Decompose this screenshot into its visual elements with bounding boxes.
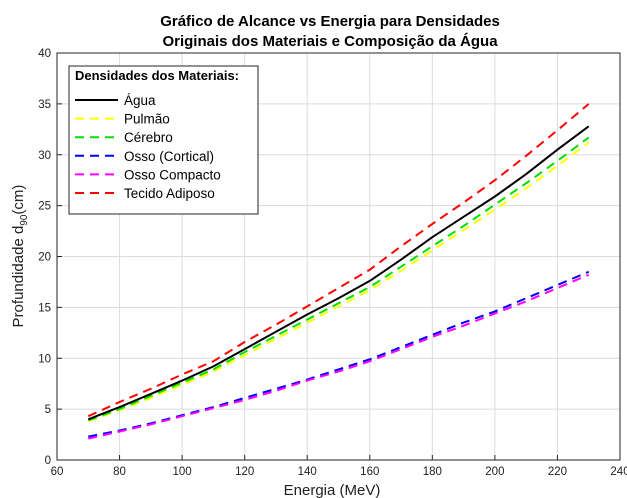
- series-line: [87, 103, 590, 418]
- y-tick-label: 10: [38, 353, 51, 365]
- y-tick-label: 25: [38, 201, 51, 213]
- chart-title-line-2: Originais dos Materiais e Composição da …: [162, 33, 498, 50]
- x-tick-label: 60: [51, 466, 64, 478]
- series-line: [88, 273, 590, 440]
- legend-box: [68, 65, 259, 215]
- x-tick-label: 240: [610, 466, 627, 478]
- x-tick-label: 180: [423, 466, 442, 478]
- legend-label: Cérebro: [124, 130, 173, 145]
- x-axis-label: Energia (MeV): [284, 482, 381, 498]
- legend-title: Densidades dos Materiais:: [75, 68, 239, 83]
- series-line: [87, 125, 590, 421]
- x-tick-label: 100: [173, 466, 192, 478]
- y-axis-label: Profundidade d90(cm): [10, 185, 30, 328]
- legend: Densidades dos Materiais: Água Pulmão Cére…: [68, 65, 259, 215]
- legend-label: Osso (Cortical): [124, 149, 214, 164]
- y-tick-label: 15: [38, 302, 51, 314]
- chart-title-line-1: Gráfico de Alcance vs Energia para Densi…: [160, 13, 500, 30]
- x-tick-label: 220: [548, 466, 567, 478]
- y-axis-label-unit: (cm): [10, 185, 27, 215]
- x-tick-label: 80: [113, 466, 126, 478]
- legend-label: Água: [124, 93, 156, 108]
- x-tick-label: 200: [485, 466, 504, 478]
- series-line: [88, 270, 590, 438]
- series-lines: [87, 103, 590, 440]
- y-tick-label: 0: [45, 455, 51, 467]
- axis-ticks: 60 80 100 120 140 160 180 200 220 240 0 5 10 15 20 25 30…: [38, 48, 627, 478]
- series-line: [87, 141, 590, 423]
- legend-label: Osso Compacto: [124, 167, 221, 182]
- legend-items: Água Pulmão Cérebro Osso (Cortical) Osso Com…: [75, 93, 221, 201]
- legend-label: Pulmão: [124, 112, 170, 127]
- legend-label: Tecido Adiposo: [124, 186, 215, 201]
- y-tick-label: 5: [45, 404, 51, 416]
- y-tick-label: 40: [38, 48, 51, 60]
- y-tick-label: 20: [38, 252, 51, 264]
- x-tick-label: 140: [298, 466, 317, 478]
- y-axis-label-subscript: 90: [19, 214, 30, 226]
- series-line: [87, 136, 590, 422]
- x-tick-label: 160: [360, 466, 379, 478]
- y-tick-label: 35: [38, 99, 51, 111]
- y-axis-label-main: Profundidade d: [10, 226, 27, 328]
- y-tick-label: 30: [38, 150, 51, 162]
- x-tick-label: 120: [235, 466, 254, 478]
